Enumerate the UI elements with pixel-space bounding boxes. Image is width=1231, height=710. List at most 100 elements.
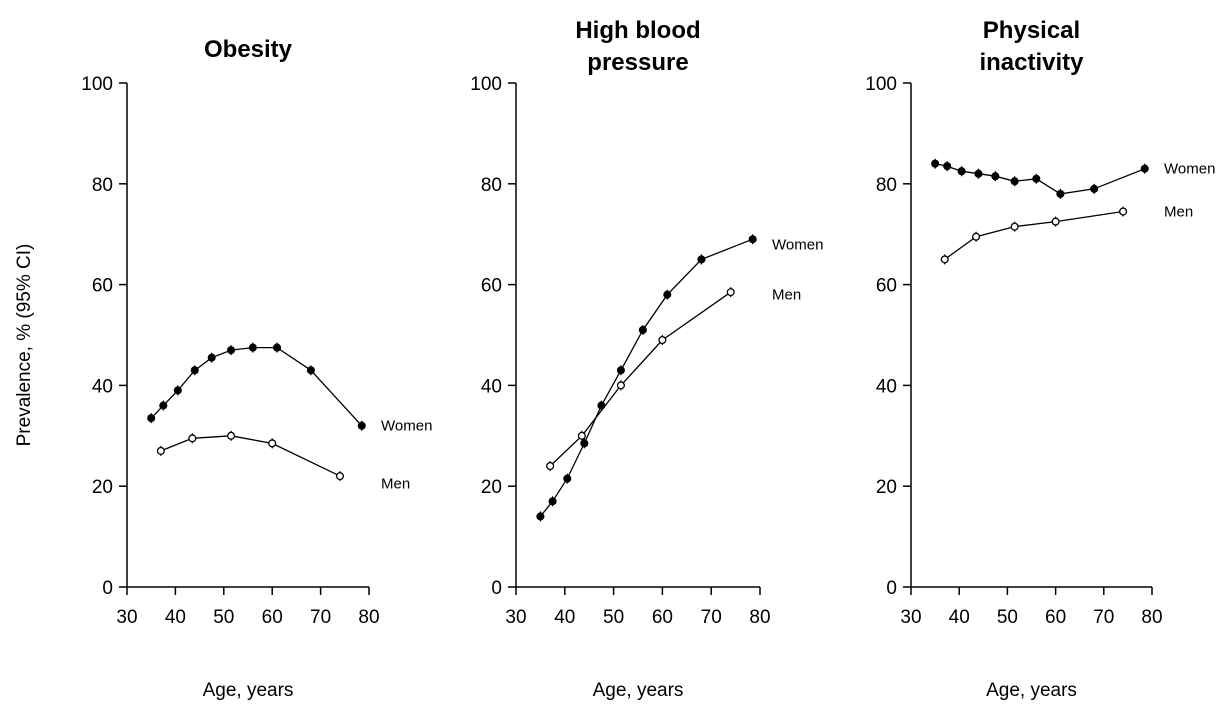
chart-panel-1: Obesity 0 20 40 60 80 100 30 40 50 60 70 80 Age, year… <box>81 36 432 701</box>
x-tick-label: 40 <box>165 607 186 628</box>
data-point-men <box>1010 222 1019 231</box>
x-tick-label: 30 <box>900 607 921 628</box>
data-point-women <box>931 159 940 168</box>
y-axis-label: Prevalence, % (95% CI) <box>14 244 35 447</box>
data-point-women <box>1010 177 1019 186</box>
chart-title-line: pressure <box>587 49 688 76</box>
x-tick-label: 30 <box>505 607 526 628</box>
data-point-women <box>943 162 952 171</box>
y-tick-label: 0 <box>491 578 502 599</box>
y-tick-label: 0 <box>102 578 113 599</box>
data-point-women <box>663 290 672 299</box>
series-label-men: Men <box>381 476 410 493</box>
data-point-men <box>726 288 735 297</box>
series-label-women: Women <box>381 418 432 435</box>
y-tick-label: 80 <box>92 175 113 196</box>
x-axis-label: Age, years <box>593 680 684 701</box>
data-point-women <box>536 512 545 521</box>
series-label-women: Women <box>1164 161 1215 178</box>
series-label-women: Women <box>772 236 823 253</box>
x-tick-label: 40 <box>949 607 970 628</box>
x-tick-label: 60 <box>262 607 283 628</box>
data-point-women <box>207 353 216 362</box>
data-point-men <box>188 434 197 443</box>
data-point-women <box>357 421 366 430</box>
data-point-men <box>335 472 345 481</box>
x-tick-label: 60 <box>652 607 673 628</box>
y-tick-label: 100 <box>470 74 502 95</box>
data-point-men <box>658 335 667 345</box>
x-tick-label: 80 <box>358 607 379 628</box>
chart-title-line: inactivity <box>979 49 1084 76</box>
data-point-women <box>306 366 315 375</box>
data-point-men <box>156 446 165 455</box>
x-tick-label: 80 <box>749 607 770 628</box>
x-tick-label: 30 <box>116 607 137 628</box>
chart-title-line: High blood <box>575 17 700 44</box>
series-line-women <box>150 346 363 427</box>
data-point-women <box>1090 184 1099 193</box>
data-point-women <box>173 386 182 395</box>
x-axis-label: Age, years <box>986 680 1077 701</box>
x-tick-label: 70 <box>1093 607 1114 628</box>
y-tick-label: 40 <box>92 376 113 397</box>
chart-title-line: Obesity <box>204 36 293 63</box>
data-point-women <box>616 366 625 375</box>
data-point-men <box>227 431 236 440</box>
x-tick-label: 50 <box>997 607 1018 628</box>
data-point-women <box>159 401 168 410</box>
data-point-men <box>616 381 625 390</box>
series-line-women <box>539 238 753 517</box>
x-tick-label: 80 <box>1141 607 1162 628</box>
x-axis-label: Age, years <box>203 680 294 701</box>
data-point-women <box>1032 174 1041 183</box>
data-point-women <box>190 366 199 375</box>
data-point-men <box>546 461 555 471</box>
series-line-men <box>160 435 341 477</box>
data-point-men <box>1051 217 1060 226</box>
data-point-women <box>272 343 282 352</box>
y-tick-label: 60 <box>481 276 502 297</box>
data-point-women <box>227 346 236 355</box>
data-point-men <box>577 431 586 440</box>
data-point-women <box>1056 189 1065 198</box>
chart-title-line: Physical <box>983 17 1080 44</box>
data-point-women <box>147 414 156 423</box>
x-tick-label: 70 <box>701 607 722 628</box>
data-point-women <box>580 439 589 448</box>
x-tick-label: 60 <box>1045 607 1066 628</box>
series-line-men <box>944 210 1124 260</box>
x-tick-label: 50 <box>603 607 624 628</box>
y-tick-label: 0 <box>886 578 897 599</box>
y-tick-label: 40 <box>481 376 502 397</box>
series-label-men: Men <box>772 287 801 304</box>
y-tick-label: 20 <box>481 477 502 498</box>
series-line-men <box>549 291 732 467</box>
data-point-women <box>957 167 966 176</box>
data-point-women <box>991 172 1000 181</box>
y-tick-label: 20 <box>876 477 897 498</box>
y-tick-label: 100 <box>865 74 897 95</box>
y-tick-label: 80 <box>481 175 502 196</box>
data-point-women <box>563 474 572 483</box>
chart-panel-3: Physical inactivity 0 20 40 60 80 100 30 40 50 60 70… <box>865 17 1215 701</box>
x-tick-label: 50 <box>213 607 234 628</box>
data-point-women <box>748 235 757 244</box>
series-line-women <box>934 162 1146 195</box>
x-tick-label: 40 <box>554 607 575 628</box>
data-point-men <box>268 439 277 448</box>
data-point-men <box>940 255 949 264</box>
chart-panel-2: High blood pressure 0 20 40 60 80 100 30 40 50 60 70… <box>470 17 823 701</box>
data-point-women <box>638 325 647 335</box>
y-tick-label: 40 <box>876 376 897 397</box>
series-label-men: Men <box>1164 204 1193 221</box>
data-point-women <box>974 169 983 178</box>
y-tick-label: 100 <box>81 74 113 95</box>
y-tick-label: 80 <box>876 175 897 196</box>
data-point-women <box>248 343 257 352</box>
y-tick-label: 60 <box>876 276 897 297</box>
y-tick-label: 60 <box>92 276 113 297</box>
data-point-men <box>1119 207 1128 216</box>
